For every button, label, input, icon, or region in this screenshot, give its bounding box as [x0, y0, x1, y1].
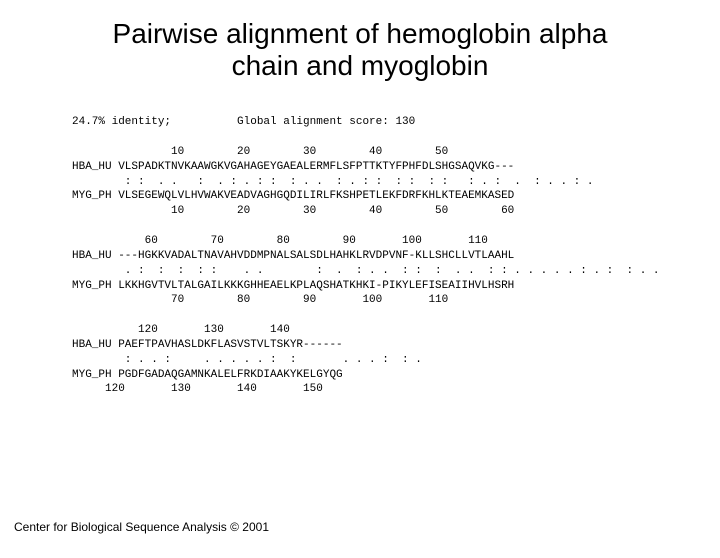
- b3-ruler-top: 120 130 140: [72, 324, 290, 336]
- identity-header: 24.7% identity; Global alignment score: …: [72, 116, 415, 128]
- slide-title: Pairwise alignment of hemoglobin alpha c…: [0, 18, 720, 82]
- b1-seq1: HBA_HU VLSPADKTNVKAAWGKVGAHAGEYGAEALERMF…: [72, 161, 514, 173]
- b2-seq2: MYG_PH LKKHGVTVLTALGAILKKKGHHEAELKPLAQSH…: [72, 280, 514, 292]
- title-line-2: chain and myoglobin: [232, 50, 489, 81]
- b2-ruler-top: 60 70 80 90 100 110: [72, 235, 488, 247]
- b2-seq1: HBA_HU ---HGKKVADALTNAVAHVDDMPNALSALSDLH…: [72, 250, 514, 262]
- b1-seq2: MYG_PH VLSEGEWQLVLHVWAKVEADVAGHGQDILIRLF…: [72, 190, 514, 202]
- alignment-block: 24.7% identity; Global alignment score: …: [72, 100, 720, 397]
- b3-seq1: HBA_HU PAEFTPAVHASLDKFLASVSTVLTSKYR-----…: [72, 339, 343, 351]
- b1-match: : : . . : . : . : : : . . : . : : : : : …: [72, 176, 594, 188]
- b3-seq2: MYG_PH PGDFGADAQGAMNKALELFRKDIAAKYKELGYQ…: [72, 369, 343, 381]
- title-line-1: Pairwise alignment of hemoglobin alpha: [113, 18, 608, 49]
- b1-ruler-top: 10 20 30 40 50: [72, 146, 448, 158]
- b2-ruler-bot: 70 80 90 100 110: [72, 294, 448, 306]
- b2-match: . : : : : : . . : . : . . : : : . . : : …: [72, 265, 660, 277]
- b1-ruler-bot: 10 20 30 40 50 60: [72, 205, 514, 217]
- b3-match: : . . : . . . . . : : . . . : : .: [72, 354, 422, 366]
- b3-ruler-bot: 120 130 140 150: [72, 383, 323, 395]
- footer-copyright: Center for Biological Sequence Analysis …: [14, 520, 269, 534]
